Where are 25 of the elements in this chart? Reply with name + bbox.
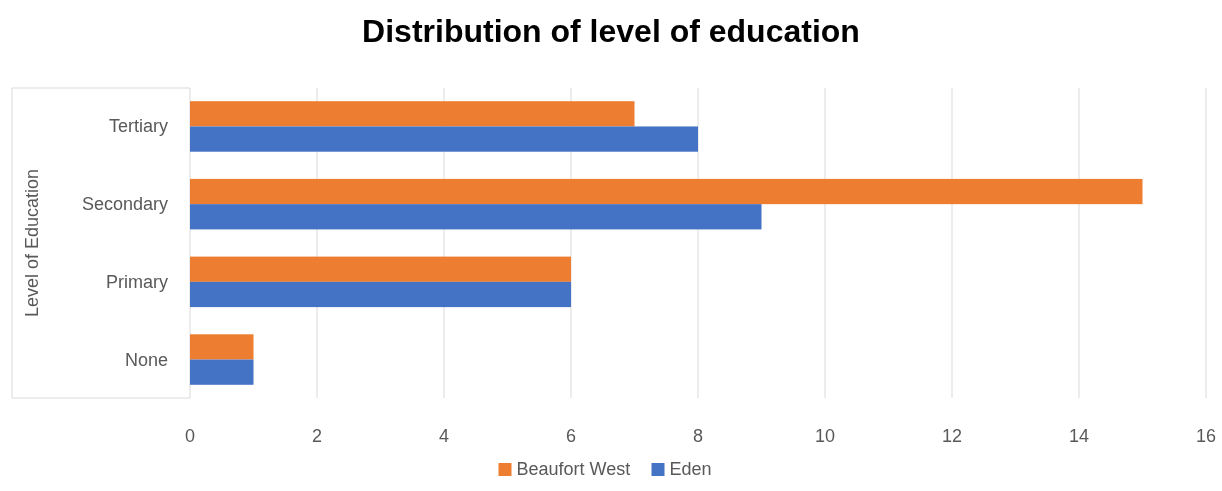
x-tick-label: 0: [184, 426, 196, 446]
bar: [190, 281, 571, 308]
chart-title: Distribution of level of education: [362, 13, 860, 49]
y-axis-title: Level of Education: [22, 168, 42, 318]
x-tick-label: 12: [941, 426, 963, 446]
x-tick-label: 6: [565, 426, 577, 446]
bar: [190, 204, 762, 230]
x-tick-label: 2: [311, 426, 323, 446]
bar: [190, 126, 698, 152]
y-tick-label: Secondary: [81, 194, 168, 215]
bar: [190, 334, 254, 360]
x-tick-label: 16: [1195, 426, 1217, 446]
bar: [190, 359, 254, 385]
bar: [190, 256, 571, 282]
legend-label: Beaufort West: [516, 459, 631, 479]
y-tick-label: None: [124, 349, 168, 370]
legend-label: Eden: [669, 459, 712, 479]
x-tick-label: 14: [1068, 426, 1090, 446]
bar: [190, 178, 1143, 205]
x-tick-label: 10: [814, 426, 836, 446]
bar: [190, 101, 635, 127]
x-tick-label: 4: [438, 426, 450, 446]
y-tick-label: Tertiary: [108, 116, 168, 137]
y-tick-label: Primary: [106, 271, 168, 292]
x-tick-label: 8: [692, 426, 704, 446]
